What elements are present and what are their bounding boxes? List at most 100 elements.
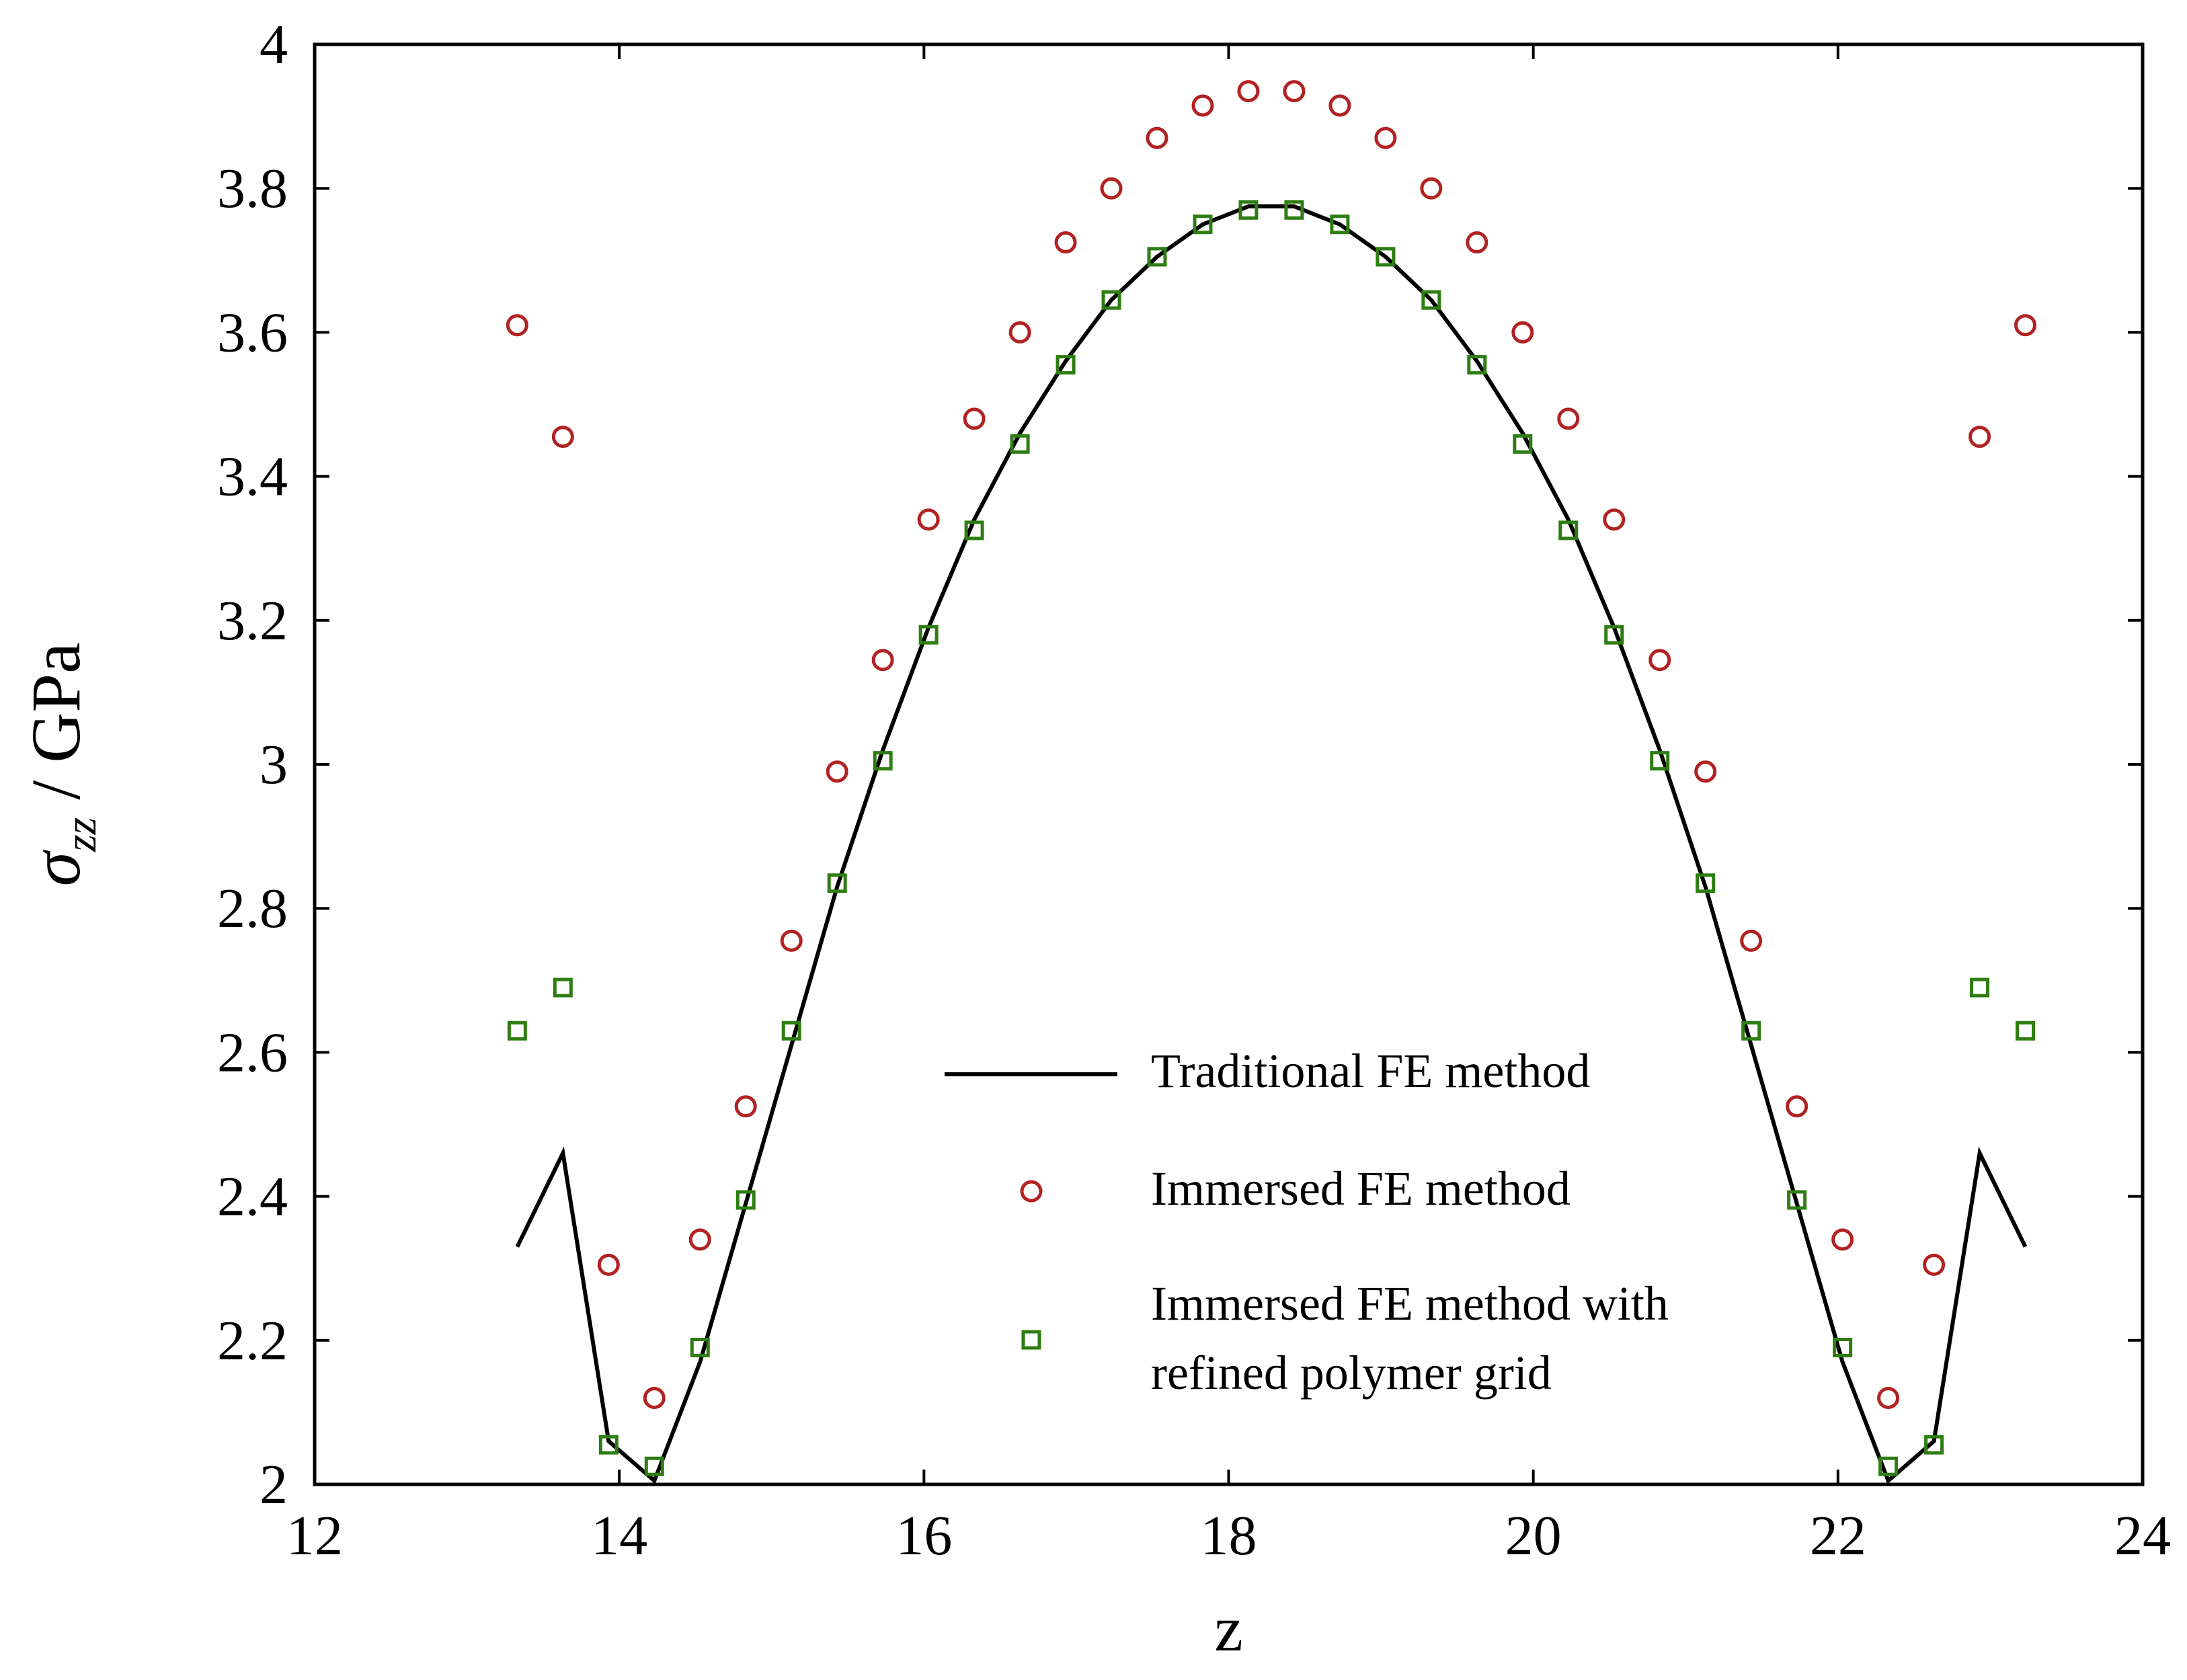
series-2 bbox=[506, 80, 2037, 1409]
immersed-fe-point bbox=[1603, 508, 1626, 531]
refined-grid-point bbox=[1558, 520, 1579, 541]
refined-grid-point bbox=[644, 1456, 664, 1476]
y-tick-label: 3.4 bbox=[217, 446, 288, 508]
y-tick-label: 2 bbox=[260, 1453, 288, 1516]
immersed-fe-point bbox=[826, 760, 848, 783]
refined-grid-point bbox=[1193, 214, 1213, 235]
legend: Traditional FE method Immersed FE method I… bbox=[945, 1044, 1669, 1400]
refined-grid-point bbox=[1970, 977, 1990, 998]
immersed-fe-point bbox=[2014, 314, 2037, 337]
refined-grid-point bbox=[1604, 625, 1624, 645]
traditional-fe-line bbox=[515, 204, 2028, 1484]
y-tick-label: 3.2 bbox=[217, 590, 288, 652]
refined-grid-point bbox=[1147, 247, 1167, 267]
y-tick-label: 3.8 bbox=[217, 157, 288, 220]
x-tick-label: 20 bbox=[1505, 1505, 1562, 1567]
refined-grid-point bbox=[781, 1021, 801, 1041]
refined-grid-point bbox=[1650, 751, 1670, 771]
refined-grid-point bbox=[1467, 355, 1487, 375]
immersed-fe-point bbox=[1740, 929, 1763, 952]
immersed-fe-point bbox=[643, 1386, 666, 1409]
immersed-fe-point bbox=[1969, 426, 1991, 448]
immersed-fe-point bbox=[1191, 94, 1214, 117]
immersed-fe-point bbox=[1054, 231, 1077, 254]
legend-circle-swatch bbox=[1020, 1180, 1043, 1203]
x-tick-label: 14 bbox=[591, 1505, 647, 1567]
refined-grid-point bbox=[1238, 200, 1259, 220]
y-axis-title-unit: / GPa bbox=[17, 643, 95, 817]
series-1 bbox=[515, 204, 2028, 1484]
series-3 bbox=[507, 200, 2036, 1476]
axis-titles: z σzz / GPa bbox=[17, 643, 1243, 1665]
immersed-fe-point bbox=[1237, 80, 1260, 103]
x-axis-title: z bbox=[1214, 1593, 1243, 1665]
legend-label-traditional: Traditional FE method bbox=[1151, 1044, 1590, 1098]
y-tick-label: 3.6 bbox=[217, 301, 288, 364]
refined-grid-point bbox=[553, 977, 573, 998]
refined-grid-point bbox=[1696, 873, 1716, 893]
x-tick-label: 18 bbox=[1201, 1505, 1257, 1567]
immersed-fe-point bbox=[917, 508, 940, 531]
immersed-fe-point bbox=[963, 407, 986, 430]
refined-grid-point bbox=[1330, 214, 1350, 235]
refined-grid-point bbox=[1056, 355, 1076, 375]
refined-grid-point bbox=[1787, 1190, 1807, 1210]
immersed-fe-point bbox=[871, 649, 894, 672]
refined-grid-point bbox=[1284, 200, 1304, 220]
immersed-fe-point bbox=[1786, 1095, 1808, 1118]
refined-grid-point bbox=[2016, 1021, 2036, 1041]
legend-label-refined-line1: Immersed FE method with bbox=[1151, 1277, 1669, 1330]
refined-grid-point bbox=[690, 1338, 710, 1358]
immersed-fe-point bbox=[1831, 1228, 1854, 1251]
immersed-fe-point bbox=[506, 314, 528, 337]
y-axis-title: σzz / GPa bbox=[17, 643, 106, 887]
refined-grid-point bbox=[1513, 434, 1533, 454]
y-tick-label: 2.6 bbox=[217, 1021, 288, 1084]
refined-grid-point bbox=[918, 625, 939, 645]
immersed-fe-point bbox=[1694, 760, 1717, 783]
immersed-fe-point bbox=[1146, 126, 1168, 149]
immersed-fe-point bbox=[1877, 1386, 1900, 1409]
refined-grid-point bbox=[1741, 1021, 1761, 1041]
refined-grid-point bbox=[1376, 247, 1396, 267]
refined-grid-point bbox=[873, 751, 893, 771]
x-axis: 12 14 16 18 20 22 24 bbox=[286, 44, 2171, 1567]
series-layer bbox=[506, 80, 2037, 1484]
x-tick-label: 12 bbox=[286, 1505, 343, 1567]
y-tick-label: 2.8 bbox=[217, 877, 288, 940]
refined-grid-point bbox=[1101, 290, 1121, 310]
x-tick-label: 24 bbox=[2114, 1505, 2171, 1567]
immersed-fe-point bbox=[734, 1095, 757, 1118]
legend-square-swatch bbox=[1021, 1330, 1041, 1350]
refined-grid-point bbox=[1833, 1338, 1853, 1358]
y-tick-label: 3 bbox=[260, 733, 288, 796]
immersed-fe-point bbox=[1420, 177, 1443, 200]
immersed-fe-point bbox=[1923, 1253, 1946, 1276]
immersed-fe-point bbox=[1648, 649, 1671, 672]
refined-grid-point bbox=[827, 873, 847, 893]
refined-grid-point bbox=[964, 520, 984, 541]
x-tick-label: 16 bbox=[896, 1505, 952, 1567]
refined-grid-point bbox=[598, 1435, 619, 1455]
immersed-fe-point bbox=[1374, 126, 1397, 149]
refined-grid-point bbox=[1421, 290, 1441, 310]
immersed-fe-point bbox=[1557, 407, 1580, 430]
immersed-fe-point bbox=[1466, 231, 1488, 254]
refined-grid-point bbox=[735, 1190, 756, 1210]
y-tick-label: 4 bbox=[260, 13, 288, 76]
y-tick-label: 2.2 bbox=[217, 1310, 288, 1372]
y-axis-title-subscript: zz bbox=[56, 817, 106, 852]
immersed-fe-point bbox=[1283, 80, 1306, 103]
refined-grid-point bbox=[1010, 434, 1030, 454]
immersed-fe-point bbox=[1008, 321, 1031, 344]
immersed-fe-point bbox=[551, 426, 574, 448]
x-tick-label: 22 bbox=[1810, 1505, 1866, 1567]
immersed-fe-point bbox=[1328, 94, 1351, 117]
y-tick-label: 2.4 bbox=[217, 1166, 288, 1228]
refined-grid-point bbox=[1878, 1456, 1899, 1476]
immersed-fe-point bbox=[597, 1253, 620, 1276]
y-axis: 2 2.2 2.4 2.6 2.8 3 3.2 3.4 3.6 3.8 4 bbox=[217, 13, 2143, 1516]
refined-grid-point bbox=[1924, 1435, 1944, 1455]
